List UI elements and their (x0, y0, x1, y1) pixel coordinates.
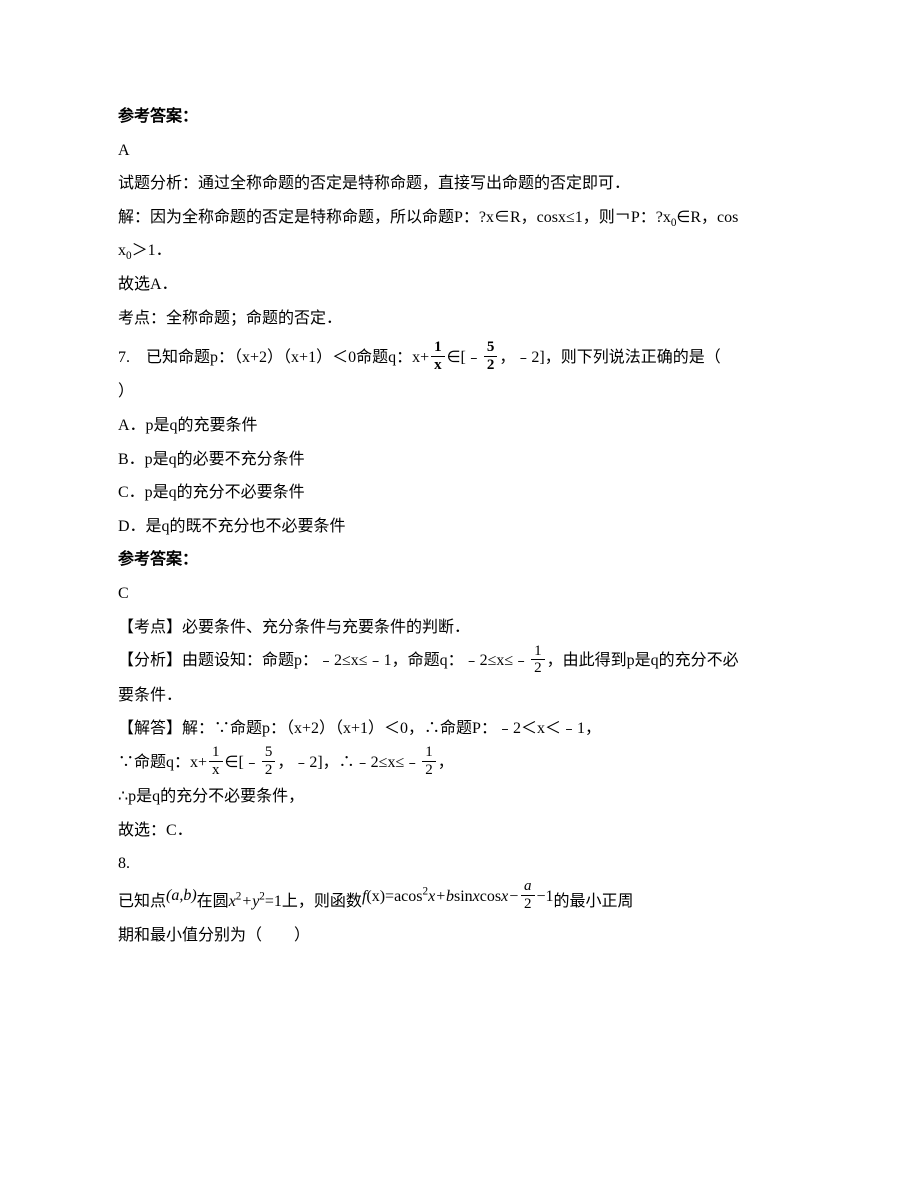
text: ∈[﹣ (447, 349, 482, 366)
circle-equation: x2+y2=1 (229, 893, 282, 910)
option-c: C．p是q的充分不必要条件 (118, 476, 802, 510)
analysis-1-line3: x0＞1． (118, 234, 802, 268)
text: 在圆 (197, 893, 229, 910)
fraction-1-over-x: 1x (431, 339, 445, 373)
fenxi-line1: 【分析】由题设知：命题p：﹣2≤x≤﹣1，命题q：﹣2≤x≤﹣12，由此得到p是… (118, 644, 802, 678)
text: 【分析】由题设知：命题p：﹣2≤x≤﹣1，命题q：﹣2≤x≤﹣ (118, 652, 529, 669)
text: ∵命题 (118, 754, 166, 771)
analysis-1-line1: 试题分析：通过全称命题的否定是特称命题，直接写出命题的否定即可． (118, 167, 802, 201)
text: 解：因为全称命题的否定是特称命题，所以命题P：?x∈R，cosx≤1，则 (118, 209, 615, 226)
answer-heading-1: 参考答案： (118, 100, 802, 134)
text: ∈[﹣ (225, 754, 260, 771)
question-8-num: 8. (118, 847, 802, 881)
analysis-1-line4: 故选A． (118, 268, 802, 302)
question-7-tail: ） (118, 375, 802, 409)
text: ，﹣2] (277, 754, 322, 771)
question-8: 已知点(a,b)在圆x2+y2=1上，则函数f(x)=acos2x+bsinxc… (118, 885, 802, 919)
option-d: D．是q的既不充分也不必要条件 (118, 510, 802, 544)
text: q：x+ (166, 754, 207, 771)
jieda-line2: ∵命题q：x+1x∈[﹣52，﹣2]，∴﹣2≤x≤﹣12， (118, 746, 802, 780)
question-number: 7. (118, 349, 146, 366)
text: x (118, 242, 126, 259)
answer-letter-2: C (118, 577, 802, 611)
text: ∈R，cos (676, 209, 738, 226)
text: ＞1． (132, 242, 172, 259)
question-7: 7. 已知命题p：（x+2）（x+1）＜0命题q：x+1x∈[﹣52，﹣2]，则… (118, 341, 802, 375)
fraction-a-over-2: a2 (521, 878, 535, 912)
text: P：?x (631, 209, 671, 226)
text: ，﹣2]，则下列说法正确的是（ (499, 349, 720, 366)
question-8-tail: 期和最小值分别为（ ） (118, 919, 802, 953)
option-a: A．p是q的充要条件 (118, 409, 802, 443)
jieda-line1: 【解答】解：∵命题p：（x+2）（x+1）＜0，∴命题P：﹣2＜x＜﹣1， (118, 712, 802, 746)
fenxi-line2: 要条件． (118, 679, 802, 713)
function-expression: f(x)=acos2x+bsinxcosx−a2−1 (362, 888, 554, 905)
option-b: B．p是q的必要不充分条件 (118, 443, 802, 477)
fraction-1-over-2: 12 (531, 643, 545, 677)
negation-symbol: ￢ (615, 209, 631, 226)
answer-letter-1: A (118, 134, 802, 168)
jieda-line3: ∴p是q的充分不必要条件， (118, 780, 802, 814)
fraction-5-over-2: 52 (262, 744, 276, 778)
text: 已知点 (118, 893, 166, 910)
text: 已知命题p：（x+2）（x+1）＜0命题q：x+ (146, 349, 429, 366)
fraction-1-over-2: 12 (422, 744, 436, 778)
text: 上，则函数 (282, 893, 362, 910)
text: 的最小正周 (554, 893, 634, 910)
text: ， (438, 754, 454, 771)
analysis-1-line5: 考点：全称命题；命题的否定． (118, 302, 802, 336)
fraction-5-over-2: 52 (484, 339, 498, 373)
text: ，∴﹣2≤x≤﹣ (323, 754, 421, 771)
fraction-1-over-x: 1x (209, 744, 223, 778)
point-ab: (a,b) (166, 887, 197, 904)
text: ，由此得到p是q的充分不必 (547, 652, 739, 669)
kaodian: 【考点】必要条件、充分条件与充要条件的判断． (118, 611, 802, 645)
jieda-line4: 故选：C． (118, 814, 802, 848)
analysis-1-line2: 解：因为全称命题的否定是特称命题，所以命题P：?x∈R，cosx≤1，则￢P：?… (118, 201, 802, 235)
answer-heading-2: 参考答案： (118, 543, 802, 577)
